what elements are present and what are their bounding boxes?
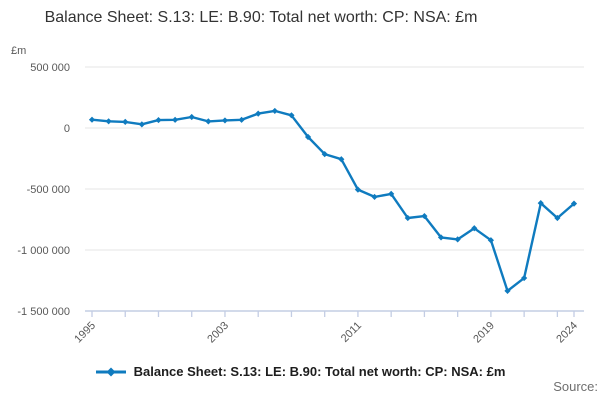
- data-point-marker[interactable]: [388, 190, 395, 197]
- data-point-marker[interactable]: [321, 151, 328, 158]
- y-axis-tick-label: 0: [64, 123, 70, 135]
- data-point-marker[interactable]: [138, 121, 145, 128]
- data-point-marker[interactable]: [521, 274, 528, 282]
- y-axis-tick-label: 500 000: [30, 62, 70, 74]
- data-point-marker[interactable]: [421, 212, 428, 220]
- data-point-marker[interactable]: [537, 200, 544, 207]
- x-axis-tick-label: 2019: [471, 320, 497, 346]
- data-point-marker[interactable]: [354, 186, 362, 193]
- data-point-marker[interactable]: [221, 117, 229, 124]
- data-point-marker[interactable]: [288, 112, 295, 119]
- data-point-marker[interactable]: [304, 133, 312, 141]
- x-axis-tick-label: 2011: [339, 320, 364, 345]
- y-axis-tick-label: -1 000 000: [17, 245, 70, 257]
- data-point-marker[interactable]: [570, 200, 578, 207]
- data-point-marker[interactable]: [454, 236, 461, 243]
- data-point-marker[interactable]: [172, 116, 179, 123]
- y-axis-tick-label: -1 500 000: [17, 306, 70, 318]
- data-point-marker[interactable]: [155, 116, 162, 124]
- legend-item[interactable]: Balance Sheet: S.13: LE: B.90: Total net…: [95, 364, 506, 379]
- data-point-marker[interactable]: [487, 237, 494, 244]
- data-point-marker[interactable]: [255, 110, 262, 117]
- series-line[interactable]: [90, 109, 576, 293]
- data-point-marker[interactable]: [271, 107, 278, 115]
- line-series-icon: [95, 367, 126, 376]
- data-point-marker[interactable]: [105, 118, 112, 125]
- data-point-marker[interactable]: [504, 287, 511, 294]
- data-point-marker[interactable]: [238, 116, 245, 123]
- legend: Balance Sheet: S.13: LE: B.90: Total net…: [0, 364, 600, 379]
- x-axis-tick-label: 1995: [72, 320, 98, 346]
- data-point-marker[interactable]: [122, 118, 129, 125]
- data-point-marker[interactable]: [471, 225, 478, 232]
- data-point-marker[interactable]: [338, 156, 345, 163]
- y-axis-unit-label: £m: [11, 45, 27, 57]
- chart-title: Balance Sheet: S.13: LE: B.90: Total net…: [44, 9, 478, 26]
- y-axis-tick-label: -500 000: [27, 184, 70, 196]
- data-point-marker[interactable]: [188, 113, 195, 121]
- source-label: Source:: [553, 379, 598, 394]
- x-axis-tick-label: 2024: [554, 320, 580, 346]
- data-point-marker[interactable]: [88, 116, 96, 123]
- legend-label: Balance Sheet: S.13: LE: B.90: Total net…: [133, 364, 506, 379]
- data-point-marker[interactable]: [437, 234, 445, 241]
- x-axis-tick-label: 2003: [205, 320, 231, 346]
- data-point-marker[interactable]: [205, 118, 212, 125]
- data-point-marker[interactable]: [554, 214, 561, 222]
- plot-area[interactable]: 500 000 0 -500 000 -1 000 000 -1 500 0001995…: [0, 0, 600, 348]
- data-point-marker[interactable]: [371, 193, 378, 201]
- data-point-marker[interactable]: [404, 214, 411, 222]
